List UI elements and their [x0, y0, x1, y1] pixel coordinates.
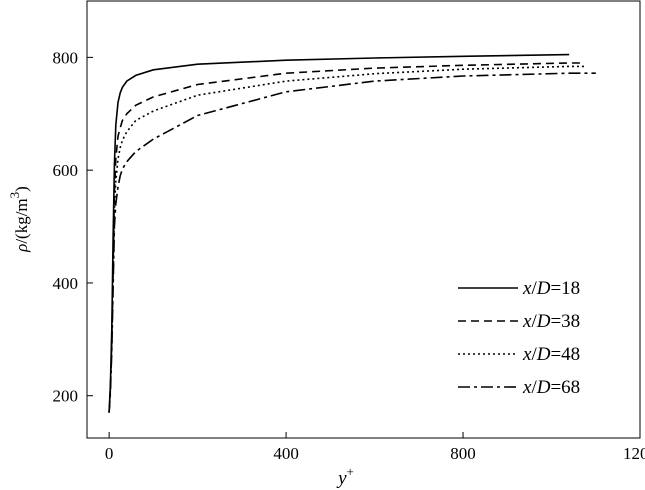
legend-label: x/D=38 — [522, 311, 580, 332]
x-tick-label: 400 — [273, 444, 299, 463]
y-tick-label: 800 — [53, 48, 79, 67]
series-line — [108, 65, 587, 413]
legend-label: x/D=68 — [522, 377, 580, 398]
x-tick-label: 1200 — [623, 444, 645, 463]
series-lines — [108, 53, 596, 413]
legend-label: x/D=18 — [522, 278, 580, 299]
x-tick-label: 0 — [105, 444, 114, 463]
y-axis-label: ρ/(kg/m3) — [7, 186, 31, 253]
series-line — [108, 53, 570, 413]
y-tick-label: 400 — [53, 274, 79, 293]
x-tick-label: 800 — [450, 444, 476, 463]
ticks: 0 400 800 1200 200 400 600 800 — [53, 48, 645, 463]
plot-frame — [86, 0, 641, 439]
legend: x/D=18 x/D=38 x/D=48 x/D=68 — [458, 278, 580, 398]
series-line — [108, 72, 596, 413]
y-tick-label: 600 — [53, 161, 79, 180]
series-line — [108, 62, 583, 413]
legend-label: x/D=48 — [522, 344, 580, 365]
y-tick-label: 200 — [53, 387, 79, 406]
x-axis-label: y+ — [336, 464, 354, 489]
